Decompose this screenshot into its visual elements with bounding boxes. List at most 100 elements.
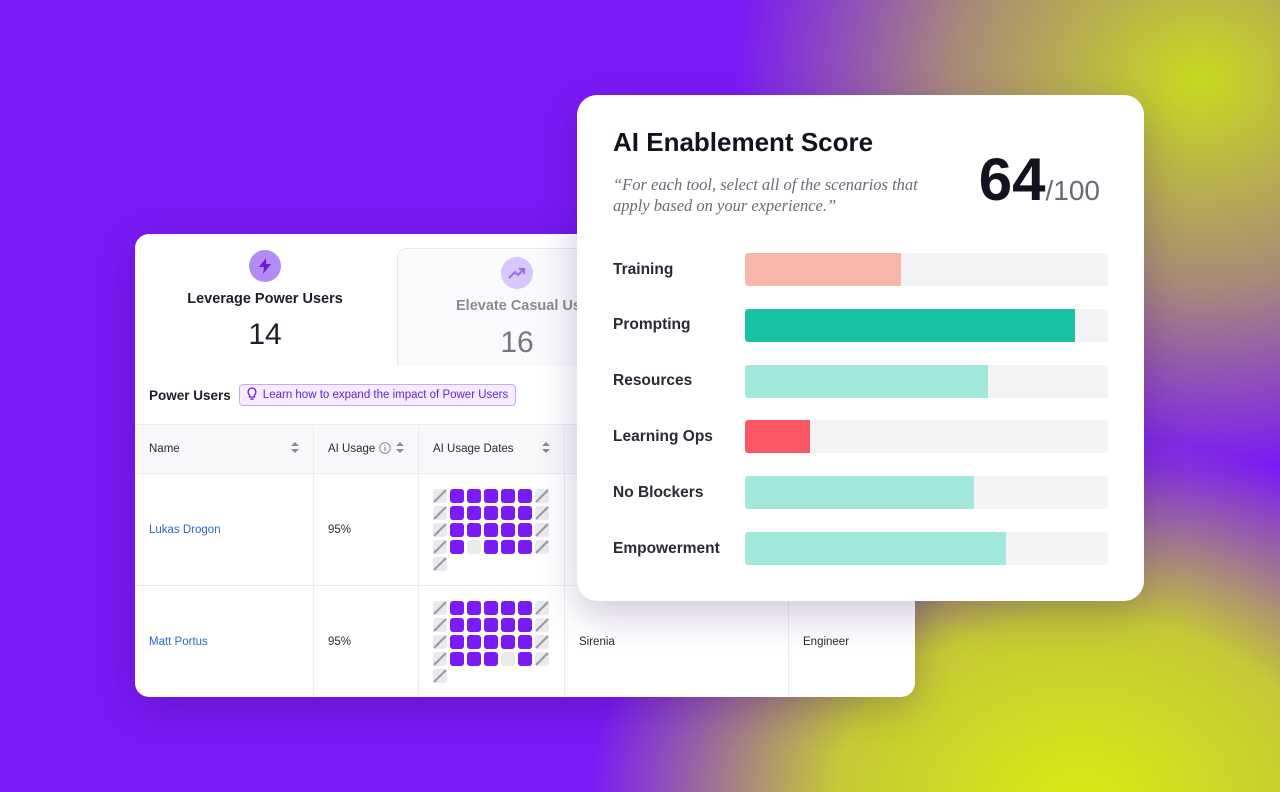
- usage-day-inactive: [501, 651, 515, 666]
- tile-label: Elevate Casual Users: [456, 298, 603, 314]
- score-bar-track: [745, 532, 1108, 565]
- score-display: 64/100: [979, 145, 1100, 214]
- usage-day-skipped: [433, 522, 447, 537]
- score-row-label: Resources: [613, 372, 693, 390]
- usage-day-skipped: [433, 505, 447, 520]
- usage-day-active: [518, 522, 532, 537]
- sort-icon: [396, 442, 404, 456]
- usage-day-active: [484, 617, 498, 632]
- tile-label: Leverage Power Users: [187, 291, 343, 307]
- usage-day-active: [501, 488, 515, 503]
- usage-day-active: [450, 488, 464, 503]
- usage-day-skipped: [433, 539, 447, 554]
- column-header-ai-usage[interactable]: AI Usage: [314, 425, 419, 473]
- score-bar-fill: [745, 420, 811, 454]
- usage-day-active: [484, 651, 498, 666]
- usage-dates-grid: [433, 488, 549, 571]
- score-row-label: No Blockers: [613, 483, 704, 501]
- usage-day-active: [484, 539, 498, 554]
- tile-value: 14: [248, 318, 282, 351]
- column-header-ai-usage-dates[interactable]: AI Usage Dates: [419, 425, 565, 473]
- trending-up-icon: [501, 257, 533, 289]
- lightbulb-icon: [247, 387, 257, 403]
- usage-day-skipped: [433, 488, 447, 503]
- tile-leverage-power-users[interactable]: Leverage Power Users 14: [135, 234, 395, 366]
- usage-day-active: [501, 634, 515, 649]
- usage-day-active: [450, 522, 464, 537]
- info-icon[interactable]: [379, 441, 392, 457]
- card-title: AI Enablement Score: [613, 127, 874, 157]
- score-bar-track: [745, 308, 1108, 342]
- team-cell: Sirenia: [565, 586, 789, 697]
- score-bar-track: [745, 420, 1108, 454]
- ai-enablement-score-card: AI Enablement Score “For each tool, sele…: [577, 95, 1144, 601]
- score-bar-fill: [745, 308, 1076, 342]
- usage-day-active: [450, 600, 464, 615]
- user-name-link[interactable]: Lukas Drogon: [135, 474, 314, 585]
- usage-day-active: [484, 505, 498, 520]
- usage-day-active: [518, 600, 532, 615]
- score-row-label: Training: [613, 260, 674, 278]
- usage-day-active: [467, 617, 481, 632]
- usage-day-skipped: [433, 651, 447, 666]
- usage-day-skipped: [535, 505, 549, 520]
- score-bar-track: [745, 364, 1108, 398]
- score-bar-fill: [745, 364, 989, 398]
- usage-day-active: [467, 505, 481, 520]
- tile-value: 16: [500, 326, 534, 359]
- usage-day-active: [484, 522, 498, 537]
- usage-day-skipped: [433, 634, 447, 649]
- usage-day-skipped: [433, 617, 447, 632]
- score-bar-fill: [745, 476, 974, 510]
- usage-day-skipped: [535, 617, 549, 632]
- sort-icon: [542, 442, 550, 456]
- sort-icon: [291, 442, 299, 456]
- usage-day-skipped: [535, 651, 549, 666]
- usage-day-active: [467, 651, 481, 666]
- usage-day-active: [467, 634, 481, 649]
- usage-day-skipped: [535, 539, 549, 554]
- usage-day-active: [467, 522, 481, 537]
- usage-day-active: [501, 539, 515, 554]
- table-row[interactable]: Matt Portus 95% Sirenia Engineer: [135, 586, 915, 697]
- score-row-label: Learning Ops: [613, 427, 713, 445]
- usage-day-active: [450, 651, 464, 666]
- score-bar-fill: [745, 253, 902, 286]
- score-row-no-blockers: No Blockers: [613, 476, 1109, 510]
- score-row-resources: Resources: [613, 364, 1109, 398]
- usage-day-skipped: [433, 556, 447, 571]
- card-subtitle: “For each tool, select all of the scenar…: [613, 175, 918, 215]
- usage-day-active: [518, 488, 532, 503]
- score-bar-track: [745, 253, 1108, 286]
- score-row-label: Prompting: [613, 316, 691, 334]
- usage-day-active: [501, 522, 515, 537]
- usage-day-active: [501, 505, 515, 520]
- usage-day-inactive: [467, 539, 481, 554]
- usage-day-active: [518, 539, 532, 554]
- user-name-link[interactable]: Matt Portus: [135, 586, 314, 697]
- score-max: /100: [1045, 175, 1101, 206]
- usage-day-active: [450, 617, 464, 632]
- column-header-name[interactable]: Name: [135, 425, 314, 473]
- score-value: 64: [978, 146, 1046, 213]
- usage-day-active: [484, 600, 498, 615]
- usage-day-active: [518, 651, 532, 666]
- usage-day-active: [484, 634, 498, 649]
- score-row-training: Training: [613, 253, 1109, 286]
- usage-day-active: [467, 600, 481, 615]
- section-title: Power Users: [149, 387, 231, 403]
- section-header: Power Users Learn how to expand the impa…: [149, 384, 517, 406]
- usage-day-active: [450, 539, 464, 554]
- score-bar-fill: [745, 532, 1007, 565]
- learn-more-link[interactable]: Learn how to expand the impact of Power …: [238, 384, 517, 406]
- lightning-icon: [249, 250, 281, 282]
- usage-day-active: [518, 505, 532, 520]
- score-row-label: Empowerment: [613, 539, 720, 557]
- usage-day-skipped: [535, 488, 549, 503]
- score-row-prompting: Prompting: [613, 308, 1109, 342]
- usage-day-active: [501, 600, 515, 615]
- ai-usage-value: 95%: [314, 586, 419, 697]
- score-row-empowerment: Empowerment: [613, 532, 1109, 565]
- usage-dates-grid: [433, 600, 549, 683]
- usage-day-skipped: [433, 600, 447, 615]
